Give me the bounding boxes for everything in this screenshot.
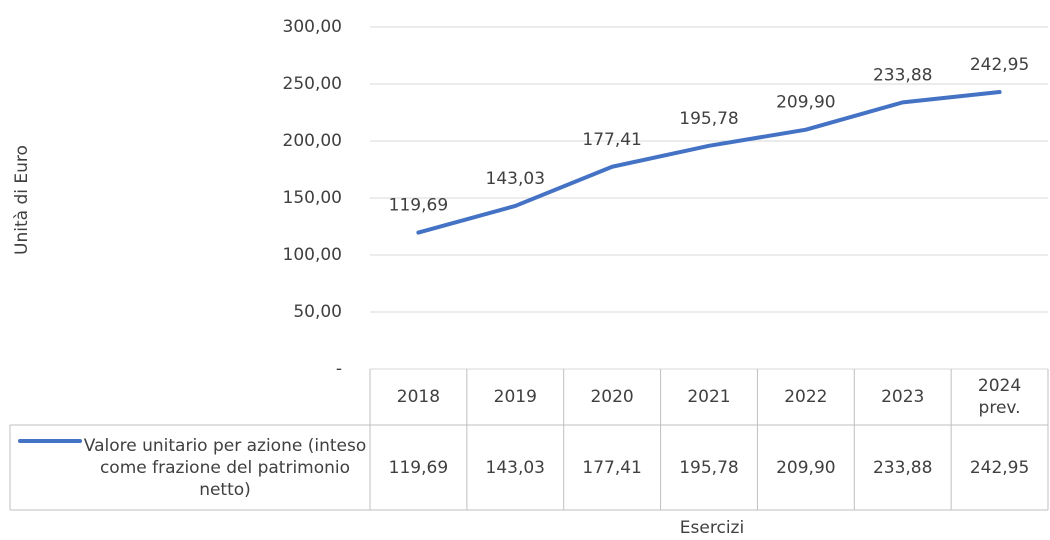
table-header: 2019 [493,387,537,407]
y-tick-label: 50,00 [293,302,342,322]
y-tick-label: - [336,359,342,379]
y-tick-label: 100,00 [283,245,342,265]
data-label: 177,41 [582,130,641,150]
legend-label: Valore unitario per azione (inteso come … [83,435,367,500]
table-value: 177,41 [582,457,642,478]
table-value: 119,69 [388,457,449,478]
table-header: 2021 [687,387,731,407]
data-label: 119,69 [389,196,448,216]
table-value: 242,95 [969,457,1030,478]
table-header: 2018 [396,387,441,407]
table-header: 2022 [784,387,828,407]
y-axis-label: Unità di Euro [12,145,32,255]
y-tick-label: 200,00 [283,131,342,151]
data-label: 195,78 [679,109,738,129]
data-line [416,90,1002,235]
table-value: 233,88 [872,457,933,478]
table-header: 2023 [881,387,925,407]
y-tick-label: 250,00 [283,74,342,94]
x-axis-label: Esercizi [680,518,744,538]
data-label: 143,03 [486,169,545,189]
table-value: 209,90 [776,457,836,478]
data-label: 242,95 [970,55,1029,75]
y-tick-label: 300,00 [283,17,342,37]
y-tick-label: 150,00 [283,188,342,208]
table-header: 2020 [590,387,634,407]
table-value: 143,03 [485,457,545,478]
data-label: 233,88 [873,65,932,85]
data-label: 209,90 [776,93,835,113]
table-header: 2024 prev. [977,376,1022,418]
table-value: 195,78 [679,457,739,478]
